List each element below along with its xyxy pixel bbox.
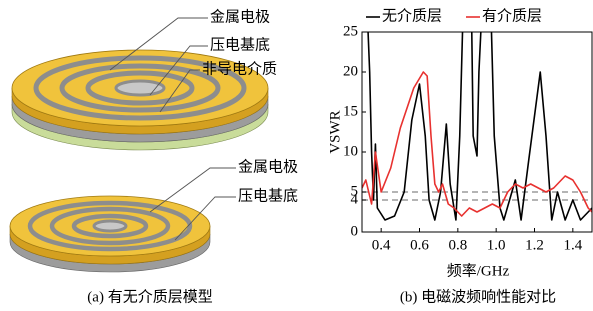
y-tick-label: 5 [351,183,359,199]
y-tick-label: 0 [351,223,359,239]
label: 压电基底 [238,187,298,204]
x-tick-label: 1.2 [525,237,544,253]
x-tick-label: 0.6 [410,237,429,253]
x-tick-label: 1.0 [487,237,506,253]
x-tick-label: 1.4 [563,237,582,253]
label: 非导电介质 [202,60,277,77]
y-axis-label: VSWR [327,110,343,153]
x-axis-label: 频率/GHz [447,262,510,279]
caption: (b) 电磁波频响性能对比 [400,288,556,305]
label: 压电基底 [210,36,270,53]
plot [362,0,592,220]
y-tick-label: 20 [343,63,358,79]
legend-label: 有介质层 [482,7,542,24]
y-tick-label: 25 [343,23,358,39]
x-tick-label: 0.8 [448,237,467,253]
legend-label: 无介质层 [382,7,442,24]
page: { "left_panel": { "top_model_labels": ["… [0,0,593,311]
x-tick-label: 0.4 [372,237,391,253]
y-tick-label: 15 [343,103,358,119]
label: 金属电极 [210,8,270,25]
figure: 金属电极 压电基底 非导电介质 金属电极 压电基底 (a) 有无介质层模型 (b… [0,0,593,311]
label: 金属电极 [238,158,298,175]
caption: (a) 有无介质层模型 [87,288,212,305]
series-line [366,0,592,220]
y-tick-label: 10 [343,143,358,159]
